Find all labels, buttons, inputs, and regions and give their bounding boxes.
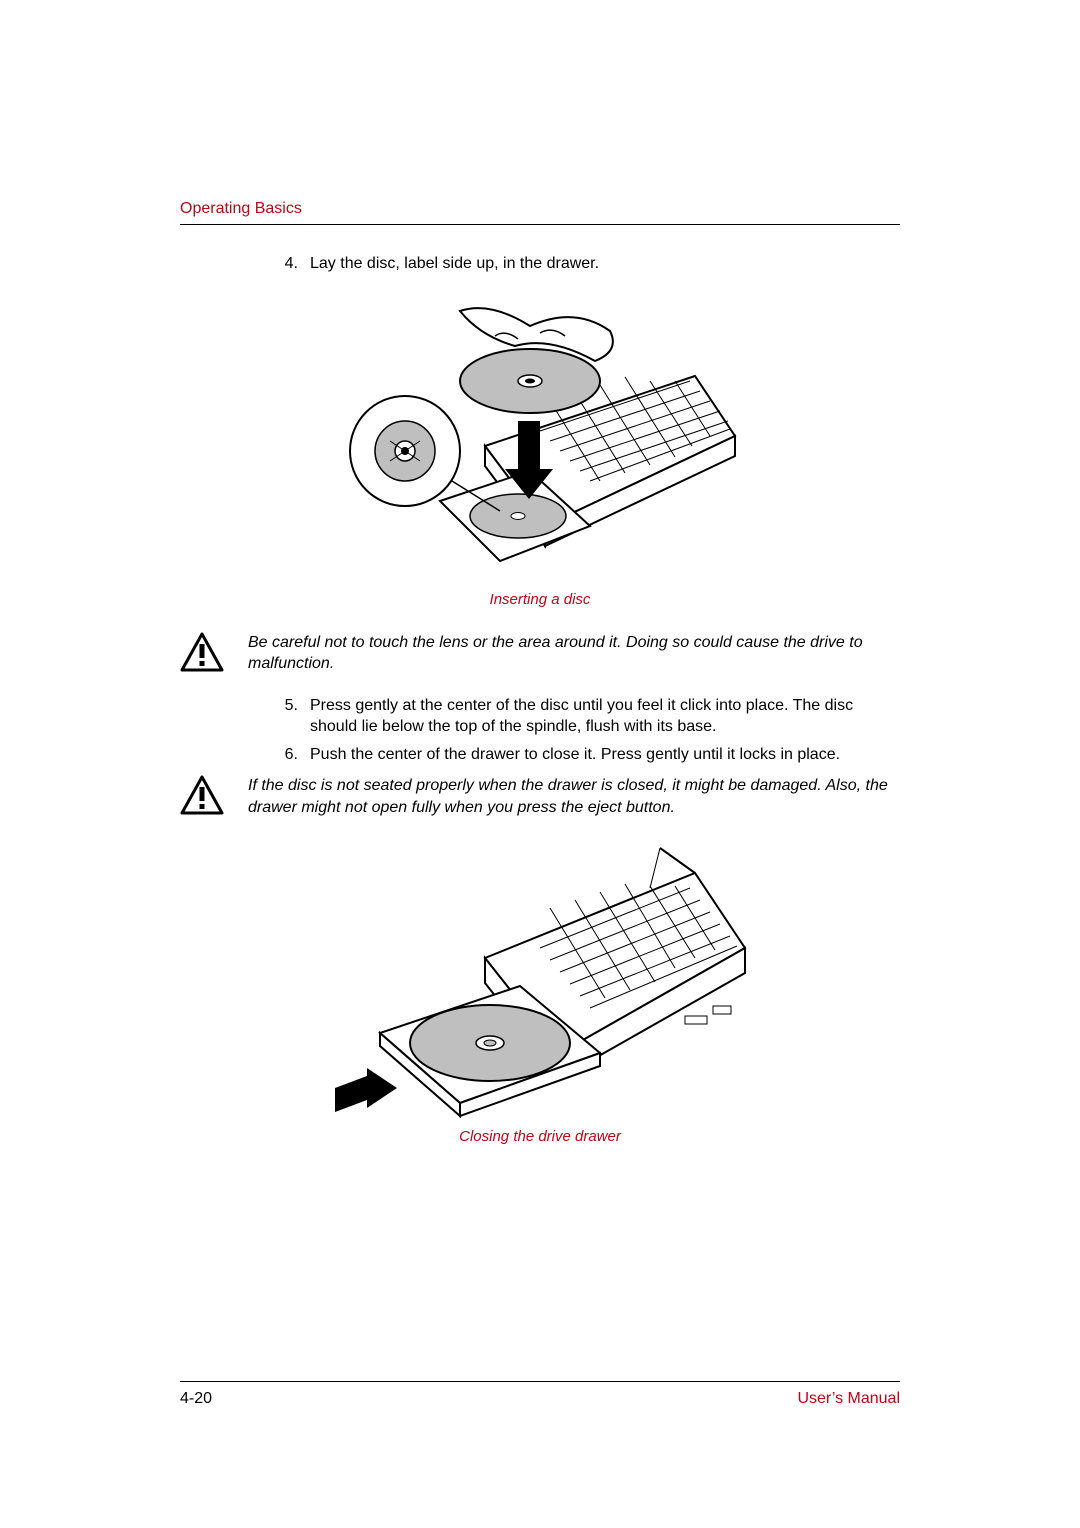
doc-title: User’s Manual [797,1390,900,1408]
step-number: 6. [270,744,310,766]
section-title: Operating Basics [180,200,302,217]
closing-drawer-illustration [325,838,755,1118]
section-header: Operating Basics [180,200,900,225]
figure-1-caption: Inserting a disc [180,591,900,608]
step-text: Lay the disc, label side up, in the draw… [310,253,900,275]
callout-text: If the disc is not seated properly when … [248,775,900,818]
figure-1 [180,281,900,581]
page-footer: 4-20 User’s Manual [180,1381,900,1408]
caution-callout-2: If the disc is not seated properly when … [180,775,900,820]
callout-text: Be careful not to touch the lens or the … [248,632,900,675]
page-container: Operating Basics 4. Lay the disc, label … [0,0,1080,1528]
inserting-disc-illustration [340,281,740,581]
figure-2 [180,838,900,1118]
step-number: 4. [270,253,310,275]
step-6: 6. Push the center of the drawer to clos… [270,744,900,766]
figure-2-caption: Closing the drive drawer [180,1128,900,1145]
step-text: Press gently at the center of the disc u… [310,695,900,738]
push-arrow-icon [335,1068,397,1112]
step-4: 4. Lay the disc, label side up, in the d… [270,253,900,275]
step-5: 5. Press gently at the center of the dis… [270,695,900,738]
warning-icon [180,775,230,820]
step-text: Push the center of the drawer to close i… [310,744,900,766]
warning-icon [180,632,230,677]
step-number: 5. [270,695,310,738]
caution-callout-1: Be careful not to touch the lens or the … [180,632,900,677]
page-number: 4-20 [180,1390,212,1408]
